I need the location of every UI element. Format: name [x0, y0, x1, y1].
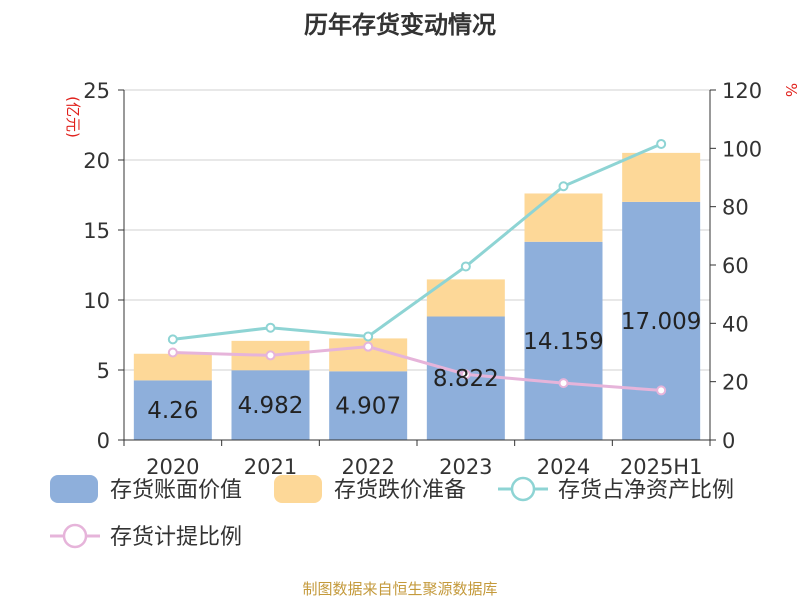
bar-0-2024 [524, 241, 603, 440]
line-point-0-2024 [558, 181, 569, 192]
x-tick-label: 2024 [537, 455, 590, 479]
right-tick-label: 80 [722, 196, 749, 220]
right-axis-unit: % [782, 83, 800, 97]
bar-1-2024 [524, 193, 603, 242]
data-label: 4.907 [335, 394, 401, 420]
line-point-1-2021 [265, 350, 276, 361]
legend-marker-2 [510, 476, 536, 502]
line-point-0-2023 [460, 261, 471, 272]
legend-label-1: 存货跌价准备 [334, 478, 466, 503]
right-tick-label: 100 [722, 137, 762, 161]
grid-lines [124, 89, 710, 371]
bar-1-2020 [133, 353, 212, 381]
line-series-1 [172, 345, 662, 392]
legend-label-0: 存货账面价值 [110, 478, 242, 503]
source-note: 制图数据来自恒生聚源数据库 [302, 580, 497, 598]
bars-group [133, 152, 701, 440]
right-tick-label: 40 [722, 312, 749, 336]
bar-0-2025H1 [622, 201, 701, 440]
left-axis-unit: (亿元) [64, 96, 82, 138]
line-point-1-2024 [558, 378, 569, 389]
legend-label-3: 存货计提比例 [110, 525, 242, 550]
data-label: 4.982 [238, 393, 304, 419]
chart-title: 历年存货变动情况 [304, 11, 496, 39]
line-series-0 [172, 142, 662, 341]
left-tick-label: 25 [83, 79, 110, 103]
left-tick-label: 0 [97, 429, 110, 453]
right-tick-label: 0 [722, 429, 735, 453]
left-tick-label: 10 [83, 289, 110, 313]
lines-group [167, 138, 667, 396]
line-point-1-2023 [460, 369, 471, 380]
line-point-0-2020 [167, 334, 178, 345]
bar-0-2021 [231, 370, 310, 440]
bar-1-2025H1 [622, 152, 701, 202]
x-tick-label: 2020 [146, 455, 199, 479]
bar-0-2022 [329, 371, 408, 440]
left-tick-label: 5 [97, 359, 110, 383]
legend-marker-3 [62, 523, 88, 549]
line-point-0-2022 [363, 331, 374, 342]
right-tick-label: 60 [722, 254, 749, 278]
line-point-1-2020 [167, 347, 178, 358]
line-point-1-2025H1 [656, 385, 667, 396]
x-tick-label: 2023 [439, 455, 492, 479]
data-label: 4.26 [147, 398, 198, 424]
bar-0-2020 [133, 380, 212, 440]
data-label: 8.822 [433, 366, 499, 392]
data-label: 17.009 [621, 309, 701, 335]
right-tick-label: 120 [722, 79, 762, 103]
x-tick-label: 2025H1 [620, 455, 703, 479]
left-tick-label: 15 [83, 219, 110, 243]
right-tick-label: 20 [722, 371, 749, 395]
legend-swatch-1 [274, 475, 322, 503]
line-point-1-2022 [363, 341, 374, 352]
data-label: 14.159 [523, 329, 603, 355]
legend-label-2: 存货占净资产比例 [558, 478, 734, 503]
line-point-0-2025H1 [656, 138, 667, 149]
data-labels-group: 4.26 4.982 4.907 8.822 14.159 17.009 [147, 309, 701, 424]
x-tick-label: 2022 [341, 455, 394, 479]
line-point-0-2021 [265, 322, 276, 333]
legend-swatch-0 [50, 475, 98, 503]
left-tick-label: 20 [83, 149, 110, 173]
